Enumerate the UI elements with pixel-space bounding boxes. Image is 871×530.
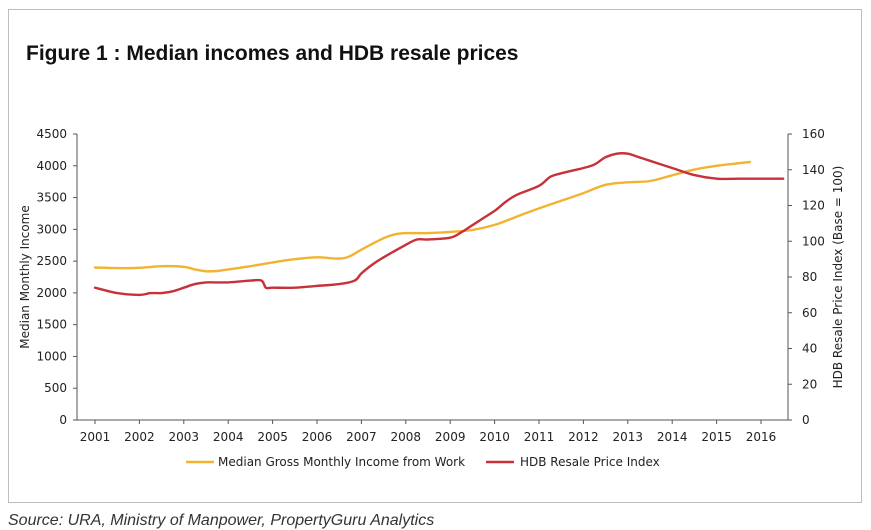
y-left-tick-label: 0 [59,413,67,427]
y-left-tick-label: 500 [44,381,67,395]
x-tick-label: 2006 [302,430,333,444]
x-tick-label: 2001 [80,430,111,444]
income-series-line [93,160,752,273]
y-right-tick-label: 100 [802,234,825,248]
x-tick-label: 2015 [701,430,732,444]
x-tick-label: 2011 [524,430,555,444]
legend-label: Median Gross Monthly Income from Work [218,455,465,469]
y-right-tick-label: 120 [802,199,825,213]
hdb-series-line [93,152,785,297]
y-right-tick-label: 20 [802,377,817,391]
x-tick-label: 2009 [435,430,466,444]
y-right-tick-label: 60 [802,306,817,320]
x-tick-label: 2002 [124,430,155,444]
y-right-tick-label: 0 [802,413,810,427]
y-right-axis-title: HDB Resale Price Index (Base = 100) [831,166,845,389]
chart-frame [8,9,862,503]
axes-layer: 0 500 1000 1500 2000 2500 3000 3500 4000 4500 0 20 4… [18,127,845,444]
y-left-tick-label: 1000 [36,349,67,363]
x-tick-label: 2013 [613,430,644,444]
figure-title: Figure 1 : Median incomes and HDB resale… [26,42,519,65]
x-tick-label: 2010 [479,430,510,444]
y-left-tick-label: 4500 [36,127,67,141]
legend: Median Gross Monthly Income from Work HDB… [186,455,660,469]
y-left-tick-label: 2000 [36,286,67,300]
y-left-tick-label: 3000 [36,222,67,236]
x-tick-label: 2012 [568,430,599,444]
y-right-tick-label: 160 [802,127,825,141]
x-tick-label: 2003 [169,430,200,444]
x-tick-label: 2005 [257,430,288,444]
y-right-tick-label: 140 [802,163,825,177]
y-left-tick-label: 1500 [36,318,67,332]
y-left-tick-label: 3500 [36,191,67,205]
chart-svg: 0 500 1000 1500 2000 2500 3000 3500 4000 4500 0 20 4… [18,127,845,469]
y-left-tick-label: 4000 [36,159,67,173]
source-note: Source: URA, Ministry of Manpower, Prope… [8,512,435,529]
y-left-axis-title: Median Monthly Income [18,205,32,348]
x-tick-label: 2008 [391,430,422,444]
series-layer [93,152,785,297]
legend-label: HDB Resale Price Index [520,455,660,469]
x-tick-label: 2007 [346,430,377,444]
y-left-tick-label: 2500 [36,254,67,268]
x-tick-label: 2004 [213,430,244,444]
x-tick-label: 2016 [746,430,777,444]
y-right-tick-label: 40 [802,342,817,356]
y-right-tick-label: 80 [802,270,817,284]
x-tick-label: 2014 [657,430,688,444]
